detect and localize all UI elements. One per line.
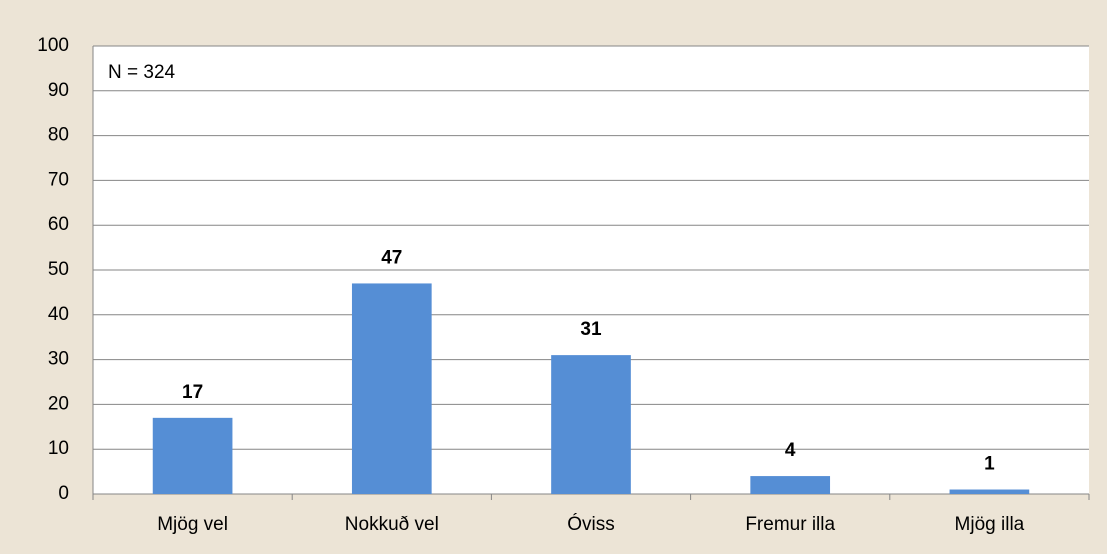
bar — [949, 489, 1030, 494]
x-tick-label: Óviss — [567, 513, 615, 535]
y-tick-label: 10 — [48, 438, 69, 459]
y-tick-label: 40 — [48, 304, 69, 325]
y-tick-label: 100 — [37, 35, 69, 56]
x-tick-label: Nokkuð vel — [345, 514, 439, 535]
y-tick-label: 70 — [48, 169, 69, 190]
bar — [551, 355, 631, 494]
y-tick-label: 90 — [48, 80, 69, 101]
x-tick-label: Mjög illa — [955, 514, 1025, 535]
data-label: 4 — [785, 440, 796, 461]
bar — [750, 476, 831, 494]
data-label: 17 — [182, 382, 203, 403]
y-tick-label: 30 — [48, 349, 69, 370]
bar — [351, 283, 432, 494]
x-tick-label: Fremur illa — [745, 514, 835, 535]
data-label: 31 — [580, 319, 602, 340]
x-tick-label: Mjög vel — [157, 514, 228, 535]
y-tick-label: 20 — [48, 393, 69, 414]
y-tick-label: 50 — [48, 259, 69, 280]
y-tick-label: 80 — [48, 125, 69, 146]
bar — [152, 417, 233, 494]
annotation: N = 324 — [108, 62, 176, 83]
y-tick-label: 60 — [48, 214, 69, 235]
data-label: 1 — [984, 454, 995, 475]
data-label: 47 — [381, 247, 402, 268]
y-tick-label: 0 — [58, 483, 69, 504]
